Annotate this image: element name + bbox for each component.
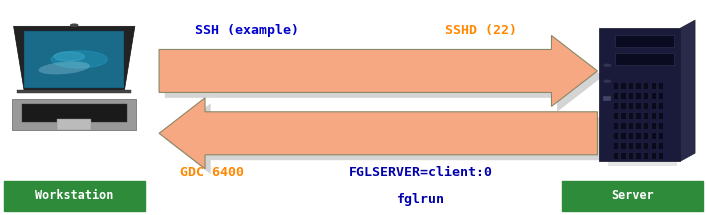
Polygon shape (159, 98, 597, 169)
FancyBboxPatch shape (659, 143, 663, 149)
FancyBboxPatch shape (621, 153, 626, 159)
FancyBboxPatch shape (57, 119, 91, 130)
FancyBboxPatch shape (621, 113, 626, 119)
FancyBboxPatch shape (644, 83, 648, 89)
FancyBboxPatch shape (22, 104, 127, 121)
FancyBboxPatch shape (562, 181, 703, 211)
Polygon shape (13, 26, 135, 91)
Text: Workstation: Workstation (35, 189, 113, 202)
Text: SSH (example): SSH (example) (195, 24, 300, 37)
FancyBboxPatch shape (644, 133, 648, 139)
FancyBboxPatch shape (614, 143, 618, 149)
FancyBboxPatch shape (659, 153, 663, 159)
Circle shape (54, 52, 84, 61)
FancyBboxPatch shape (644, 143, 648, 149)
Text: FGLSERVER=client:0: FGLSERVER=client:0 (349, 166, 493, 178)
FancyBboxPatch shape (636, 143, 641, 149)
FancyBboxPatch shape (607, 32, 677, 166)
FancyBboxPatch shape (621, 103, 626, 109)
FancyBboxPatch shape (629, 123, 633, 129)
FancyBboxPatch shape (614, 103, 618, 109)
Text: GDC 6400: GDC 6400 (180, 166, 244, 178)
FancyBboxPatch shape (614, 123, 618, 129)
FancyBboxPatch shape (652, 93, 656, 99)
FancyBboxPatch shape (659, 133, 663, 139)
FancyBboxPatch shape (621, 123, 626, 129)
FancyBboxPatch shape (636, 113, 641, 119)
Polygon shape (159, 35, 597, 106)
FancyBboxPatch shape (629, 93, 633, 99)
FancyBboxPatch shape (4, 181, 145, 211)
FancyBboxPatch shape (659, 123, 663, 129)
FancyBboxPatch shape (629, 103, 633, 109)
FancyBboxPatch shape (614, 93, 618, 99)
FancyBboxPatch shape (614, 153, 618, 159)
Circle shape (71, 24, 78, 26)
FancyBboxPatch shape (614, 133, 618, 139)
FancyBboxPatch shape (24, 31, 124, 88)
FancyBboxPatch shape (652, 143, 656, 149)
FancyBboxPatch shape (659, 113, 663, 119)
FancyBboxPatch shape (644, 153, 648, 159)
Polygon shape (165, 103, 603, 174)
FancyBboxPatch shape (621, 93, 626, 99)
FancyBboxPatch shape (636, 103, 641, 109)
FancyBboxPatch shape (644, 113, 648, 119)
Circle shape (604, 64, 611, 66)
FancyBboxPatch shape (636, 153, 641, 159)
FancyBboxPatch shape (615, 53, 674, 65)
FancyBboxPatch shape (629, 83, 633, 89)
FancyBboxPatch shape (644, 103, 648, 109)
FancyBboxPatch shape (636, 123, 641, 129)
FancyBboxPatch shape (644, 123, 648, 129)
Text: fglrun: fglrun (397, 194, 445, 206)
FancyBboxPatch shape (652, 133, 656, 139)
FancyBboxPatch shape (652, 83, 656, 89)
FancyBboxPatch shape (603, 96, 611, 101)
FancyBboxPatch shape (13, 99, 136, 130)
FancyBboxPatch shape (615, 35, 674, 48)
FancyBboxPatch shape (629, 113, 633, 119)
FancyBboxPatch shape (621, 133, 626, 139)
FancyBboxPatch shape (636, 93, 641, 99)
FancyBboxPatch shape (621, 143, 626, 149)
Polygon shape (680, 20, 695, 161)
Circle shape (51, 51, 107, 68)
FancyBboxPatch shape (629, 143, 633, 149)
FancyBboxPatch shape (652, 103, 656, 109)
FancyBboxPatch shape (644, 93, 648, 99)
FancyBboxPatch shape (629, 153, 633, 159)
Ellipse shape (38, 61, 90, 74)
FancyBboxPatch shape (636, 83, 641, 89)
FancyBboxPatch shape (652, 153, 656, 159)
FancyBboxPatch shape (614, 83, 618, 89)
FancyBboxPatch shape (621, 83, 626, 89)
FancyBboxPatch shape (17, 90, 132, 93)
FancyBboxPatch shape (652, 113, 656, 119)
FancyBboxPatch shape (659, 93, 663, 99)
Text: Server: Server (612, 189, 654, 202)
FancyBboxPatch shape (599, 28, 680, 161)
Text: SSHD (22): SSHD (22) (445, 24, 517, 37)
FancyBboxPatch shape (614, 113, 618, 119)
FancyBboxPatch shape (629, 133, 633, 139)
Circle shape (604, 80, 611, 82)
FancyBboxPatch shape (636, 133, 641, 139)
FancyBboxPatch shape (659, 103, 663, 109)
FancyBboxPatch shape (659, 83, 663, 89)
FancyBboxPatch shape (652, 123, 656, 129)
Polygon shape (165, 41, 603, 112)
